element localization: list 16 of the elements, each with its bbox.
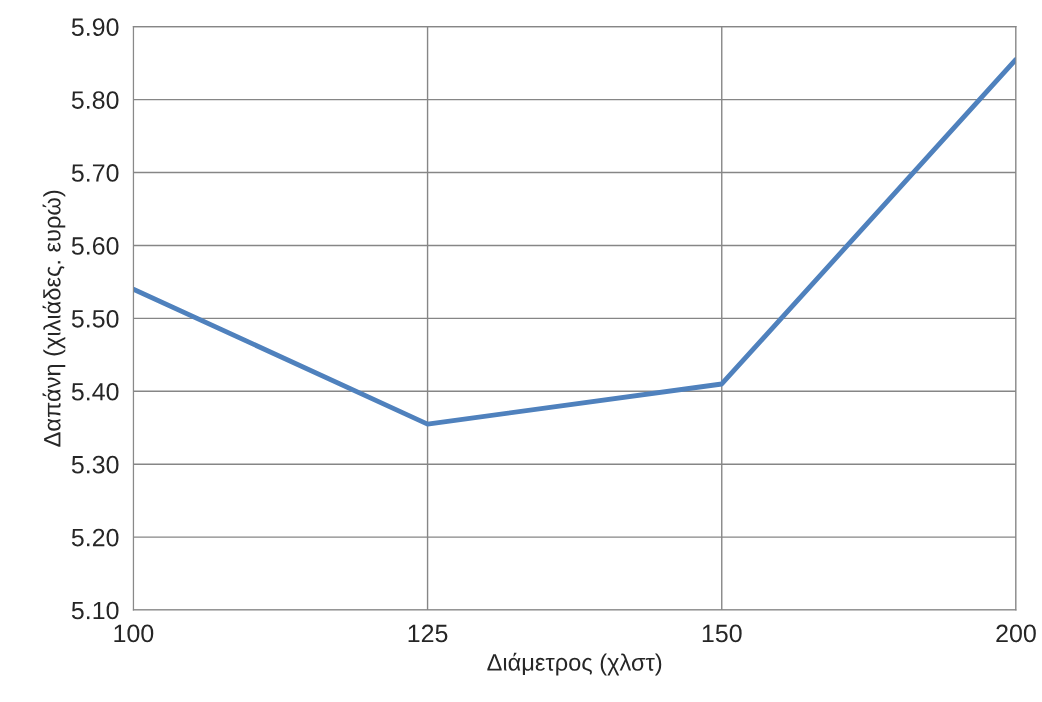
- y-tick-label: 5.10: [71, 601, 119, 620]
- x-tick-label: 100: [114, 624, 154, 643]
- y-tick-label: 5.50: [71, 309, 119, 328]
- x-tick-label: 150: [702, 624, 742, 643]
- x-tick-label: 200: [996, 624, 1036, 643]
- y-tick-label: 5.40: [71, 382, 119, 401]
- y-tick-label: 5.80: [71, 91, 119, 109]
- y-tick-label: 5.70: [71, 164, 119, 182]
- x-tick-label: 125: [408, 624, 448, 643]
- y-tick-label: 5.20: [71, 528, 119, 547]
- y-tick-label: 5.60: [71, 237, 119, 255]
- y-tick-label: 5.30: [71, 455, 119, 474]
- line-series: [133, 57, 1016, 427]
- y-axis-title: Δαπάνη (χιλιάδες. ευρώ): [42, 190, 66, 447]
- y-tick-label: 5.90: [71, 18, 119, 36]
- x-axis-title: Διάμετρος (χλστ): [487, 652, 662, 676]
